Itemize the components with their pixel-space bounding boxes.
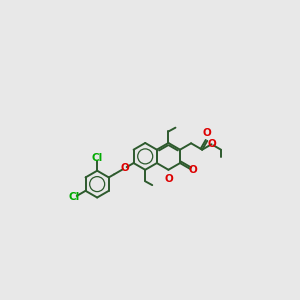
Text: O: O [120, 163, 129, 173]
Text: Cl: Cl [69, 192, 80, 202]
Text: O: O [188, 165, 197, 175]
Text: O: O [203, 128, 212, 138]
Text: Cl: Cl [92, 153, 103, 163]
Text: O: O [207, 139, 216, 149]
Text: O: O [165, 174, 173, 184]
